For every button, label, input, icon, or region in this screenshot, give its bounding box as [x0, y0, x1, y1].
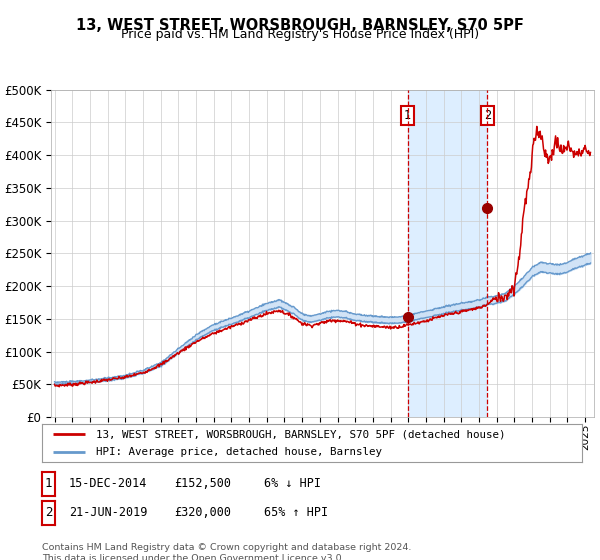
Text: 15-DEC-2014: 15-DEC-2014: [69, 477, 148, 491]
Text: 2: 2: [484, 109, 491, 122]
Bar: [407, 90, 487, 417]
Text: Price paid vs. HM Land Registry's House Price Index (HPI): Price paid vs. HM Land Registry's House …: [121, 28, 479, 41]
Text: 13, WEST STREET, WORSBROUGH, BARNSLEY, S70 5PF: 13, WEST STREET, WORSBROUGH, BARNSLEY, S…: [76, 18, 524, 33]
Text: HPI: Average price, detached house, Barnsley: HPI: Average price, detached house, Barn…: [96, 447, 382, 458]
Text: £152,500: £152,500: [174, 477, 231, 491]
Text: 1: 1: [404, 109, 411, 122]
Text: 21-JUN-2019: 21-JUN-2019: [69, 506, 148, 520]
Text: 1: 1: [45, 477, 52, 491]
Text: 13, WEST STREET, WORSBROUGH, BARNSLEY, S70 5PF (detached house): 13, WEST STREET, WORSBROUGH, BARNSLEY, S…: [96, 429, 505, 439]
Text: £320,000: £320,000: [174, 506, 231, 520]
Text: 65% ↑ HPI: 65% ↑ HPI: [264, 506, 328, 520]
Text: Contains HM Land Registry data © Crown copyright and database right 2024.
This d: Contains HM Land Registry data © Crown c…: [42, 543, 412, 560]
Text: 2: 2: [45, 506, 52, 520]
Text: 6% ↓ HPI: 6% ↓ HPI: [264, 477, 321, 491]
